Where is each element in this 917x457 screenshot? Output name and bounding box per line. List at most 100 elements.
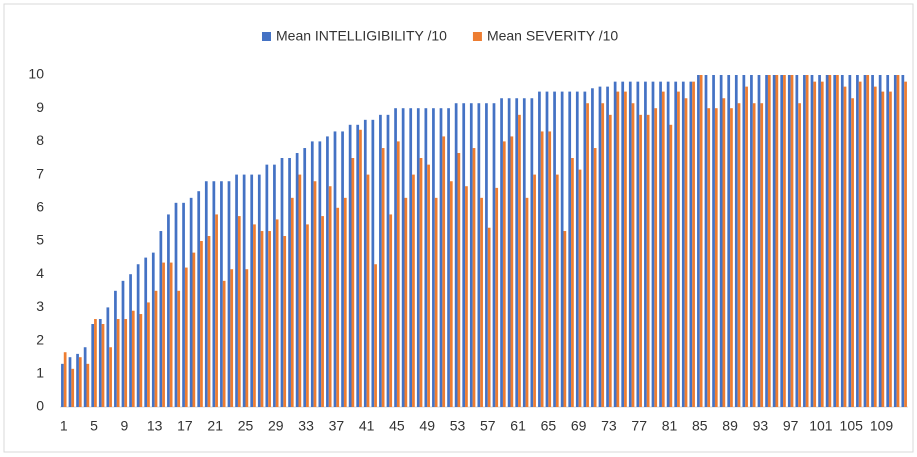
bar [396,141,400,407]
bar [616,91,620,407]
bar [86,363,90,407]
bar [540,131,544,407]
bar [760,103,764,407]
bar [783,75,786,407]
bar [518,114,521,407]
bar [896,75,900,407]
bar [639,114,642,407]
x-tick-label: 33 [298,418,314,434]
bar [182,202,185,407]
bar [704,75,708,407]
bar [220,181,223,407]
bar [409,108,413,407]
bar [326,136,329,408]
bar [669,124,673,408]
bar [752,103,756,407]
legend-swatch [262,32,271,41]
bar [124,319,128,407]
bar [159,231,163,407]
bar [500,98,503,408]
x-tick-label: 77 [631,418,647,434]
bar [184,267,188,407]
bar [288,158,291,407]
bar [699,75,703,407]
bar [608,114,612,407]
bar [439,108,443,407]
bar [401,108,405,407]
bar [889,91,892,407]
bar [101,324,105,407]
x-tick-label: 105 [840,418,864,434]
bar [697,75,700,407]
bar [197,191,201,407]
y-tick-label: 6 [36,199,44,215]
bar [583,91,587,407]
bar [548,131,552,407]
bar [737,103,741,407]
legend-label: Mean SEVERITY /10 [487,28,618,44]
bar [722,98,726,408]
bar [68,357,72,407]
bar [734,75,738,407]
x-tick-label: 49 [419,418,435,434]
bar [63,352,67,407]
bar [901,75,905,407]
bar [798,103,801,407]
bar [343,197,347,407]
bar [71,368,75,407]
bar [303,148,307,408]
bar [250,174,254,407]
bar [510,136,514,408]
bar [833,75,837,407]
bar [469,103,473,407]
bar [131,310,135,407]
y-tick-label: 5 [36,232,44,248]
bar [366,174,370,407]
bar [692,81,695,407]
x-tick-label: 9 [120,418,128,434]
bar [555,174,559,407]
bar [848,75,852,407]
bar [659,81,662,407]
y-tick-label: 8 [36,132,44,148]
bar [825,75,829,407]
bar [200,241,203,407]
bar [106,307,110,407]
bar [866,75,870,407]
bar [235,174,238,407]
x-tick-label: 65 [541,418,557,434]
bar [83,347,87,407]
bar [298,174,302,407]
bar [606,86,609,408]
bar [487,227,491,407]
bar [449,181,453,407]
bar [189,197,193,407]
x-tick-label: 81 [662,418,678,434]
bar [745,86,748,408]
bar [707,108,711,407]
bar [61,363,64,407]
bar [873,86,877,408]
bar [689,81,693,407]
bar [714,108,718,407]
bar [237,216,241,407]
bar [787,75,791,407]
y-tick-label: 3 [36,298,44,314]
x-tick-label: 57 [480,418,496,434]
bar [904,81,907,407]
bar [114,290,117,407]
y-tick-label: 10 [28,66,44,82]
bar [586,103,589,407]
bar [116,319,120,407]
bar [227,181,231,407]
bar [207,236,211,407]
bar [147,302,150,407]
bar [136,264,140,407]
bar [94,319,97,407]
bar [851,98,854,408]
bar [447,108,450,407]
x-tick-label: 29 [268,418,284,434]
y-tick-label: 4 [36,265,44,281]
x-tick-label: 93 [753,418,769,434]
